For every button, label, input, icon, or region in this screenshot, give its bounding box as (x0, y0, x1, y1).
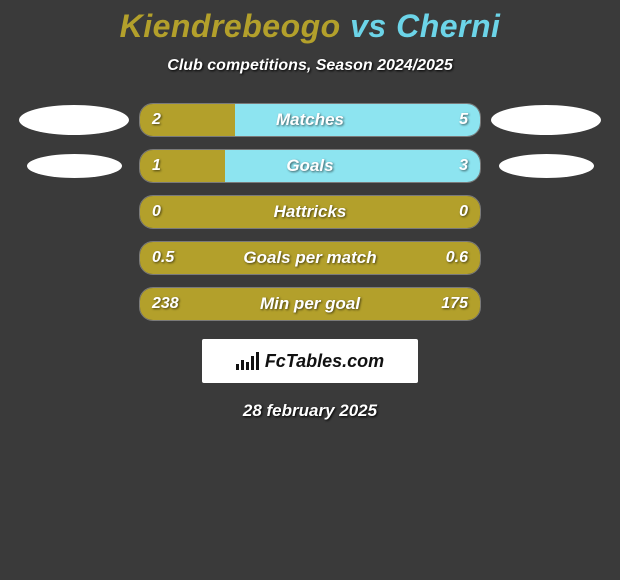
stat-value-left: 2 (152, 104, 161, 136)
logo-text: FcTables.com (265, 351, 384, 372)
player-left-marker (19, 105, 129, 135)
stat-value-right: 0.6 (446, 242, 468, 274)
stat-bar: Hattricks0 0 (139, 195, 481, 229)
player-right-marker (491, 105, 601, 135)
stat-bar: Goals per match0.5 0.6 (139, 241, 481, 275)
stat-value-right: 3 (459, 150, 468, 182)
stat-row: Hattricks0 0 (0, 195, 620, 229)
stat-label: Goals per match (140, 242, 480, 274)
vs-text: vs (350, 8, 387, 44)
date-text: 28 february 2025 (0, 401, 620, 421)
right-marker-col (481, 105, 611, 135)
logo-box: FcTables.com (202, 339, 418, 383)
stat-bar: Min per goal238 175 (139, 287, 481, 321)
stat-row: Min per goal238 175 (0, 287, 620, 321)
comparison-card: Kiendrebeogo vs Cherni Club competitions… (0, 0, 620, 421)
left-marker-col (9, 105, 139, 135)
card-title: Kiendrebeogo vs Cherni (0, 8, 620, 45)
stat-value-left: 238 (152, 288, 179, 320)
stat-value-right: 175 (441, 288, 468, 320)
right-marker-col (481, 154, 611, 178)
player-left-marker (27, 154, 122, 178)
stat-value-left: 1 (152, 150, 161, 182)
stat-value-left: 0.5 (152, 242, 174, 274)
stat-bar: Goals1 3 (139, 149, 481, 183)
stat-row: Matches2 5 (0, 103, 620, 137)
left-marker-col (9, 154, 139, 178)
stat-bar: Matches2 5 (139, 103, 481, 137)
stat-value-right: 5 (459, 104, 468, 136)
card-subtitle: Club competitions, Season 2024/2025 (0, 57, 620, 75)
stat-label: Matches (140, 104, 480, 136)
player-left-name: Kiendrebeogo (120, 8, 341, 44)
chart-icon (236, 352, 259, 370)
stat-label: Min per goal (140, 288, 480, 320)
stat-value-left: 0 (152, 196, 161, 228)
stat-label: Goals (140, 150, 480, 182)
stat-value-right: 0 (459, 196, 468, 228)
stat-label: Hattricks (140, 196, 480, 228)
stat-bars: Matches2 5 Goals1 3 Hattricks0 0 Goals per mat… (0, 103, 620, 321)
logo: FcTables.com (236, 351, 384, 372)
stat-row: Goals per match0.5 0.6 (0, 241, 620, 275)
player-right-marker (499, 154, 594, 178)
stat-row: Goals1 3 (0, 149, 620, 183)
player-right-name: Cherni (396, 8, 500, 44)
